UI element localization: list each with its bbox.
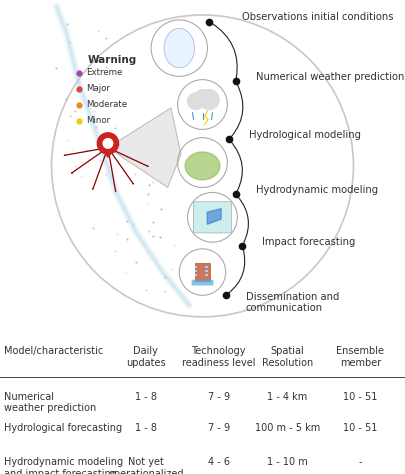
Text: Numerical
weather prediction: Numerical weather prediction xyxy=(4,392,96,413)
Text: Spatial
Resolution: Spatial Resolution xyxy=(262,346,313,368)
Text: Daily
updates: Daily updates xyxy=(126,346,166,368)
Circle shape xyxy=(199,90,219,109)
FancyArrowPatch shape xyxy=(237,196,248,242)
Bar xyxy=(195,265,198,268)
Polygon shape xyxy=(99,146,117,157)
Text: 10 - 51: 10 - 51 xyxy=(343,392,377,401)
Bar xyxy=(195,274,198,276)
Bar xyxy=(195,270,198,273)
Text: Major: Major xyxy=(86,84,110,93)
Text: Numerical weather prediction: Numerical weather prediction xyxy=(256,72,404,82)
Text: Warning: Warning xyxy=(88,55,137,65)
FancyArrowPatch shape xyxy=(232,84,243,137)
FancyArrowPatch shape xyxy=(229,248,245,293)
Text: 7 - 9: 7 - 9 xyxy=(208,423,230,433)
Circle shape xyxy=(97,133,119,154)
Circle shape xyxy=(188,93,204,109)
Text: Extreme: Extreme xyxy=(86,69,123,77)
Circle shape xyxy=(103,138,113,148)
Text: Hydrodynamic modeling
and impact forecasting: Hydrodynamic modeling and impact forecas… xyxy=(4,457,123,474)
Text: Not yet
operationalized: Not yet operationalized xyxy=(108,457,183,474)
FancyArrowPatch shape xyxy=(231,141,242,191)
Bar xyxy=(205,265,208,268)
FancyBboxPatch shape xyxy=(192,280,213,285)
Text: -: - xyxy=(359,457,362,467)
Circle shape xyxy=(196,90,209,103)
Text: Ensemble
member: Ensemble member xyxy=(337,346,384,368)
FancyArrowPatch shape xyxy=(211,23,237,78)
Text: Technology
readiness level: Technology readiness level xyxy=(182,346,256,368)
Text: Impact forecasting: Impact forecasting xyxy=(262,237,356,246)
Text: 1 - 8: 1 - 8 xyxy=(135,423,157,433)
Text: Hydrological forecasting: Hydrological forecasting xyxy=(4,423,122,433)
Text: 100 m - 5 km: 100 m - 5 km xyxy=(255,423,320,433)
FancyBboxPatch shape xyxy=(193,202,232,233)
Bar xyxy=(205,274,208,276)
Text: Observations initial conditions: Observations initial conditions xyxy=(242,12,394,22)
Text: 1 - 4 km: 1 - 4 km xyxy=(267,392,308,401)
Polygon shape xyxy=(164,28,194,68)
Text: Moderate: Moderate xyxy=(86,100,128,109)
Text: 10 - 51: 10 - 51 xyxy=(343,423,377,433)
Bar xyxy=(195,263,210,281)
Polygon shape xyxy=(207,209,221,224)
Polygon shape xyxy=(108,108,181,188)
Text: Hydrodynamic modeling: Hydrodynamic modeling xyxy=(256,185,378,195)
Text: Model/characteristic: Model/characteristic xyxy=(4,346,103,356)
Bar xyxy=(205,270,208,273)
Text: 1 - 10 m: 1 - 10 m xyxy=(267,457,308,467)
Polygon shape xyxy=(185,152,220,180)
Text: Dissemination and
communication: Dissemination and communication xyxy=(246,292,339,313)
Text: Minor: Minor xyxy=(86,116,111,125)
Text: 4 - 6: 4 - 6 xyxy=(208,457,230,467)
Text: Hydrological modeling: Hydrological modeling xyxy=(249,130,361,140)
Text: 7 - 9: 7 - 9 xyxy=(208,392,230,401)
Text: 1 - 8: 1 - 8 xyxy=(135,392,157,401)
